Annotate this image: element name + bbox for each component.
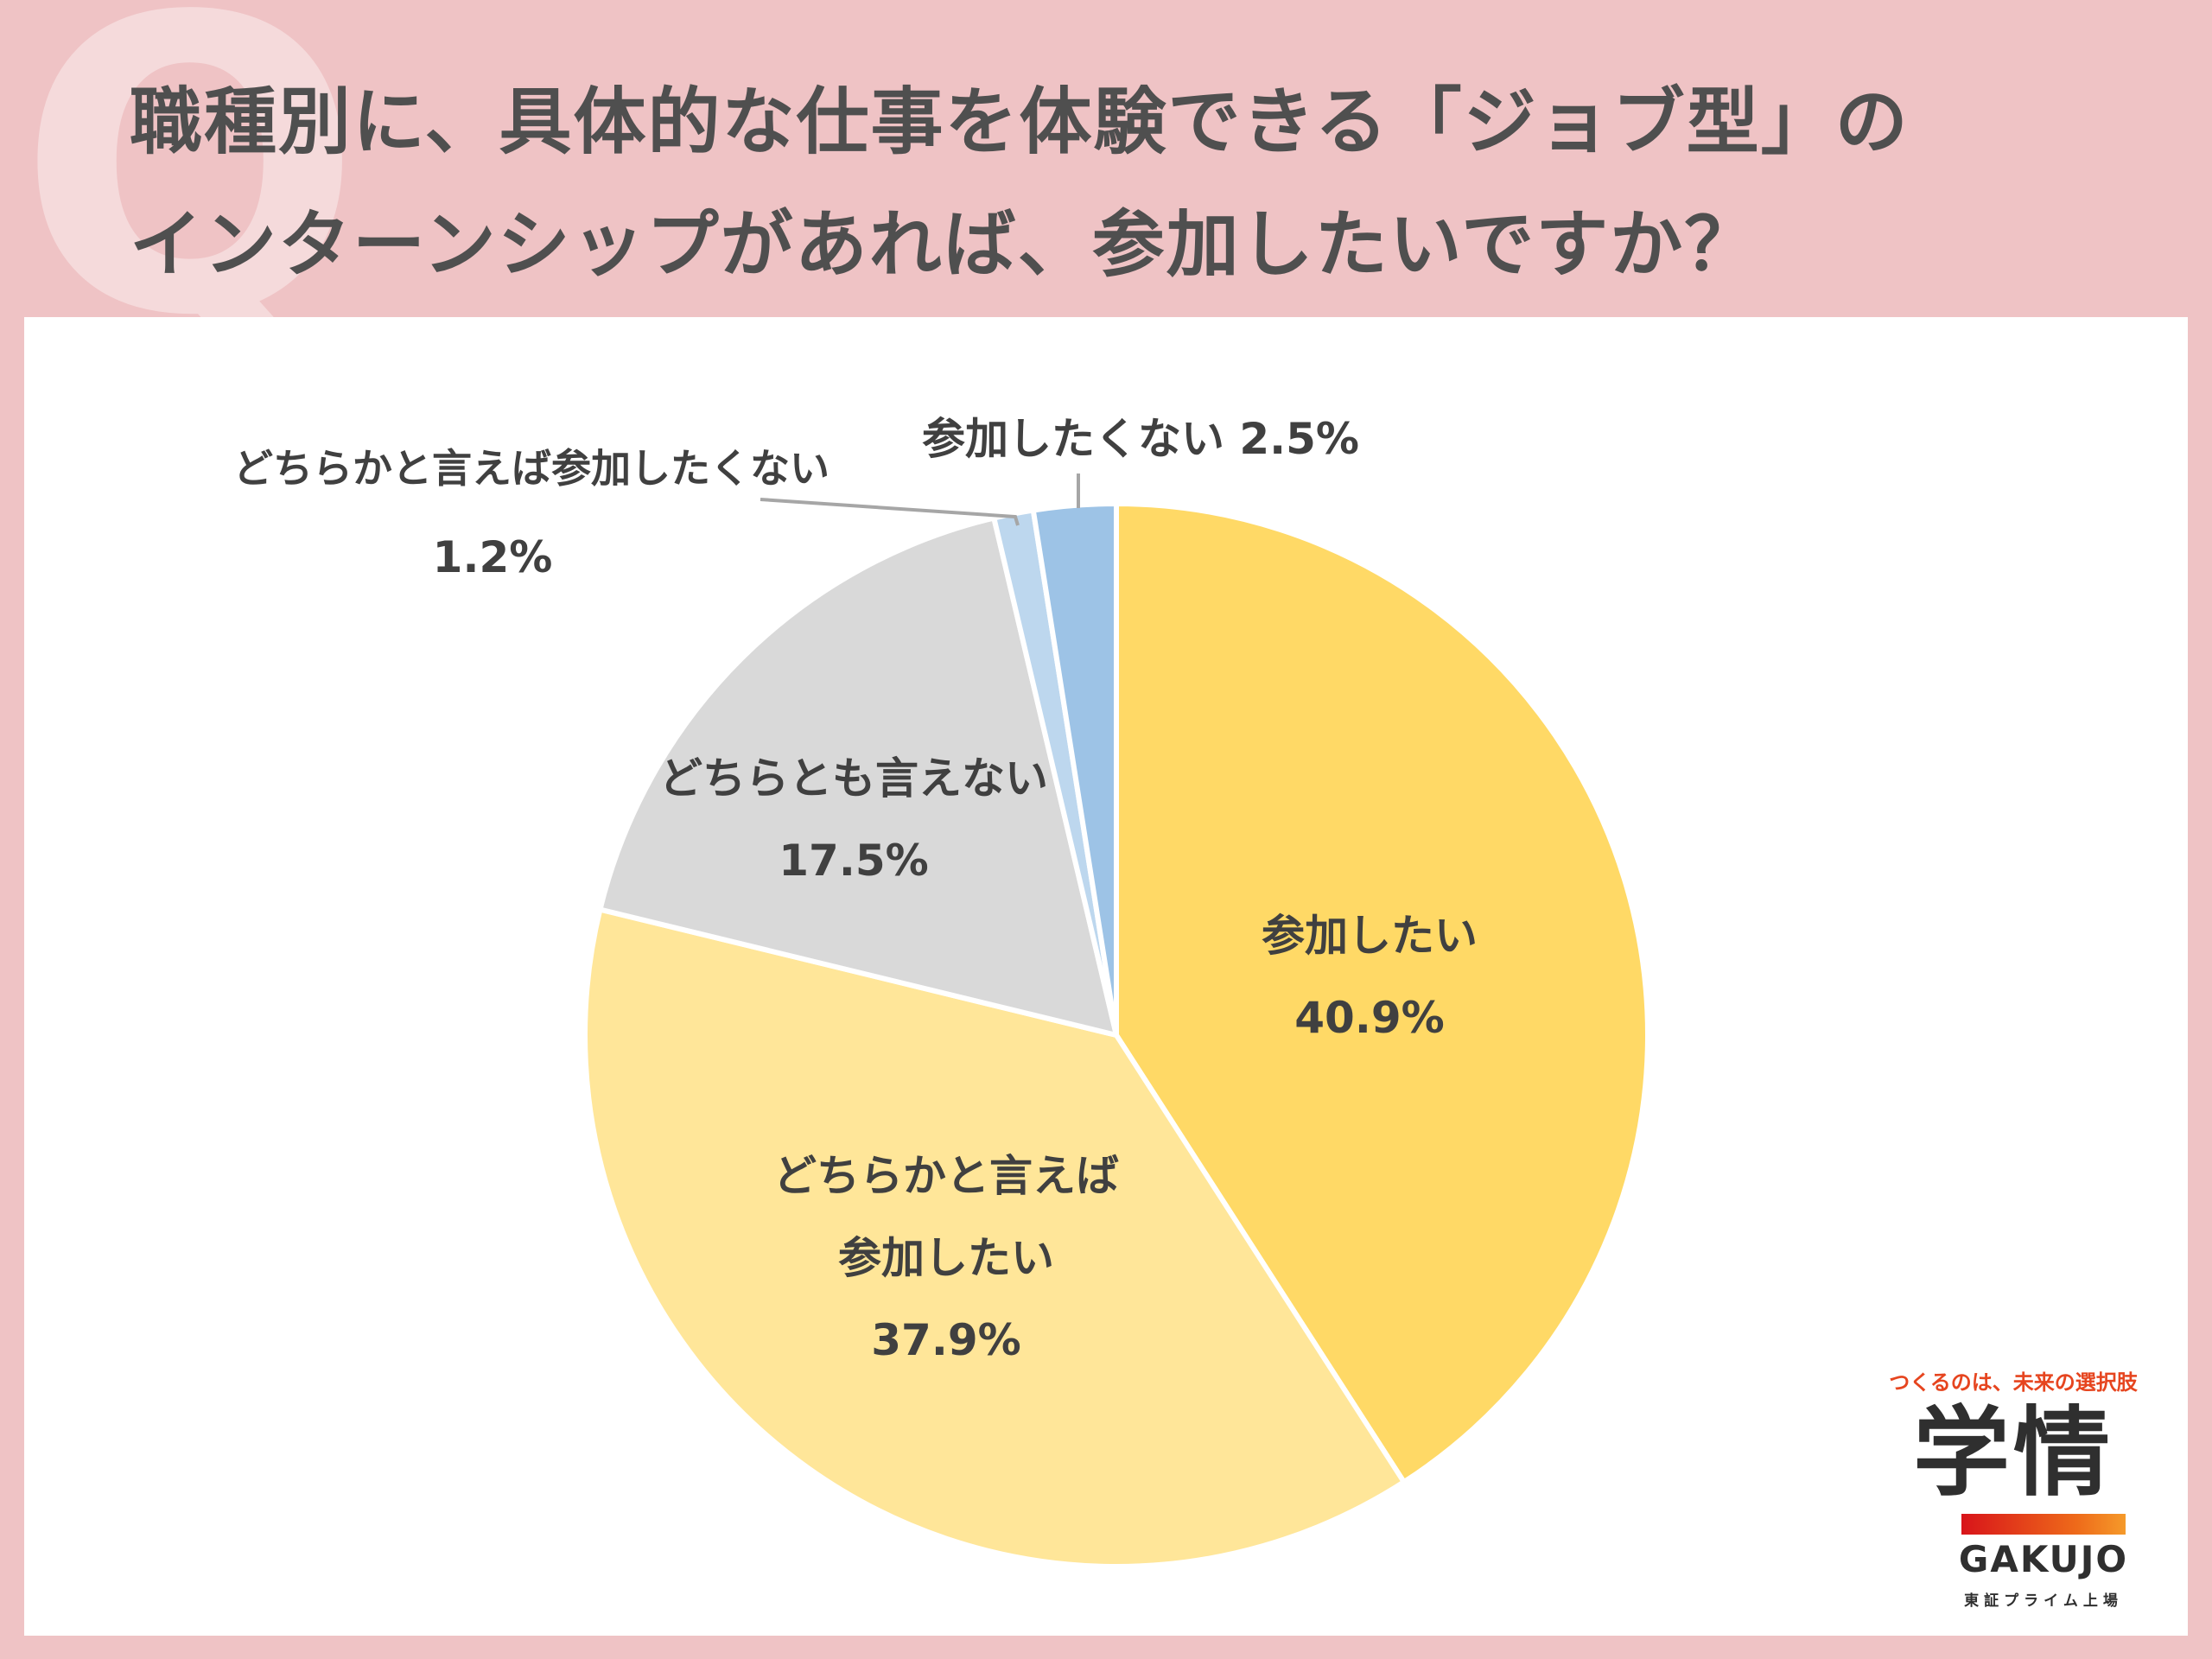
label-yes: 参加したい [1262,911,1478,961]
logo-tagline: つくるのは、未来の選択肢 [1889,1370,2138,1395]
page-title: 職種別に、具体的な仕事を体験できる「ジョブ型」の インターンシップがあれば、参加… [130,60,2186,306]
title-line-1: 職種別に、具体的な仕事を体験できる「ジョブ型」の [130,79,1910,164]
value-somewhat-yes: 37.9% [871,1315,1020,1365]
logo-brand: GAKUJO [1958,1538,2129,1580]
slice-no [1030,501,1119,1038]
title-line-2: インターンシップがあれば、参加したいですか？ [130,202,1759,287]
q-mark-decoration: Q [17,0,363,404]
logo-listing: 東証プライム上場 [1964,1592,2123,1610]
value-somewhat-no: 1.2% [433,532,553,582]
value-yes: 40.9% [1294,993,1444,1043]
slice-somewhat-yes [582,906,1407,1569]
logo-kanji: 学情 [1913,1397,2113,1510]
label-no: 参加したくない 2.5% [922,414,1359,464]
logo-bar [1961,1514,2126,1535]
label-somewhat-no: どちらかと言えば参加したくない [233,445,830,492]
label-neither: どちらとも言えない [659,753,1048,804]
value-neither: 17.5% [779,836,928,886]
pie-slices [582,501,1650,1569]
gakujo-logo: つくるのは、未来の選択肢 学情 GAKUJO 東証プライム上場 [1884,1365,2143,1624]
label-somewhat-yes-line1: どちらかと言えば [773,1151,1119,1201]
label-somewhat-yes-line2: 参加したい [838,1233,1054,1283]
leader-line-somewhat-no [760,498,1020,526]
slice-neither [597,515,1119,1038]
